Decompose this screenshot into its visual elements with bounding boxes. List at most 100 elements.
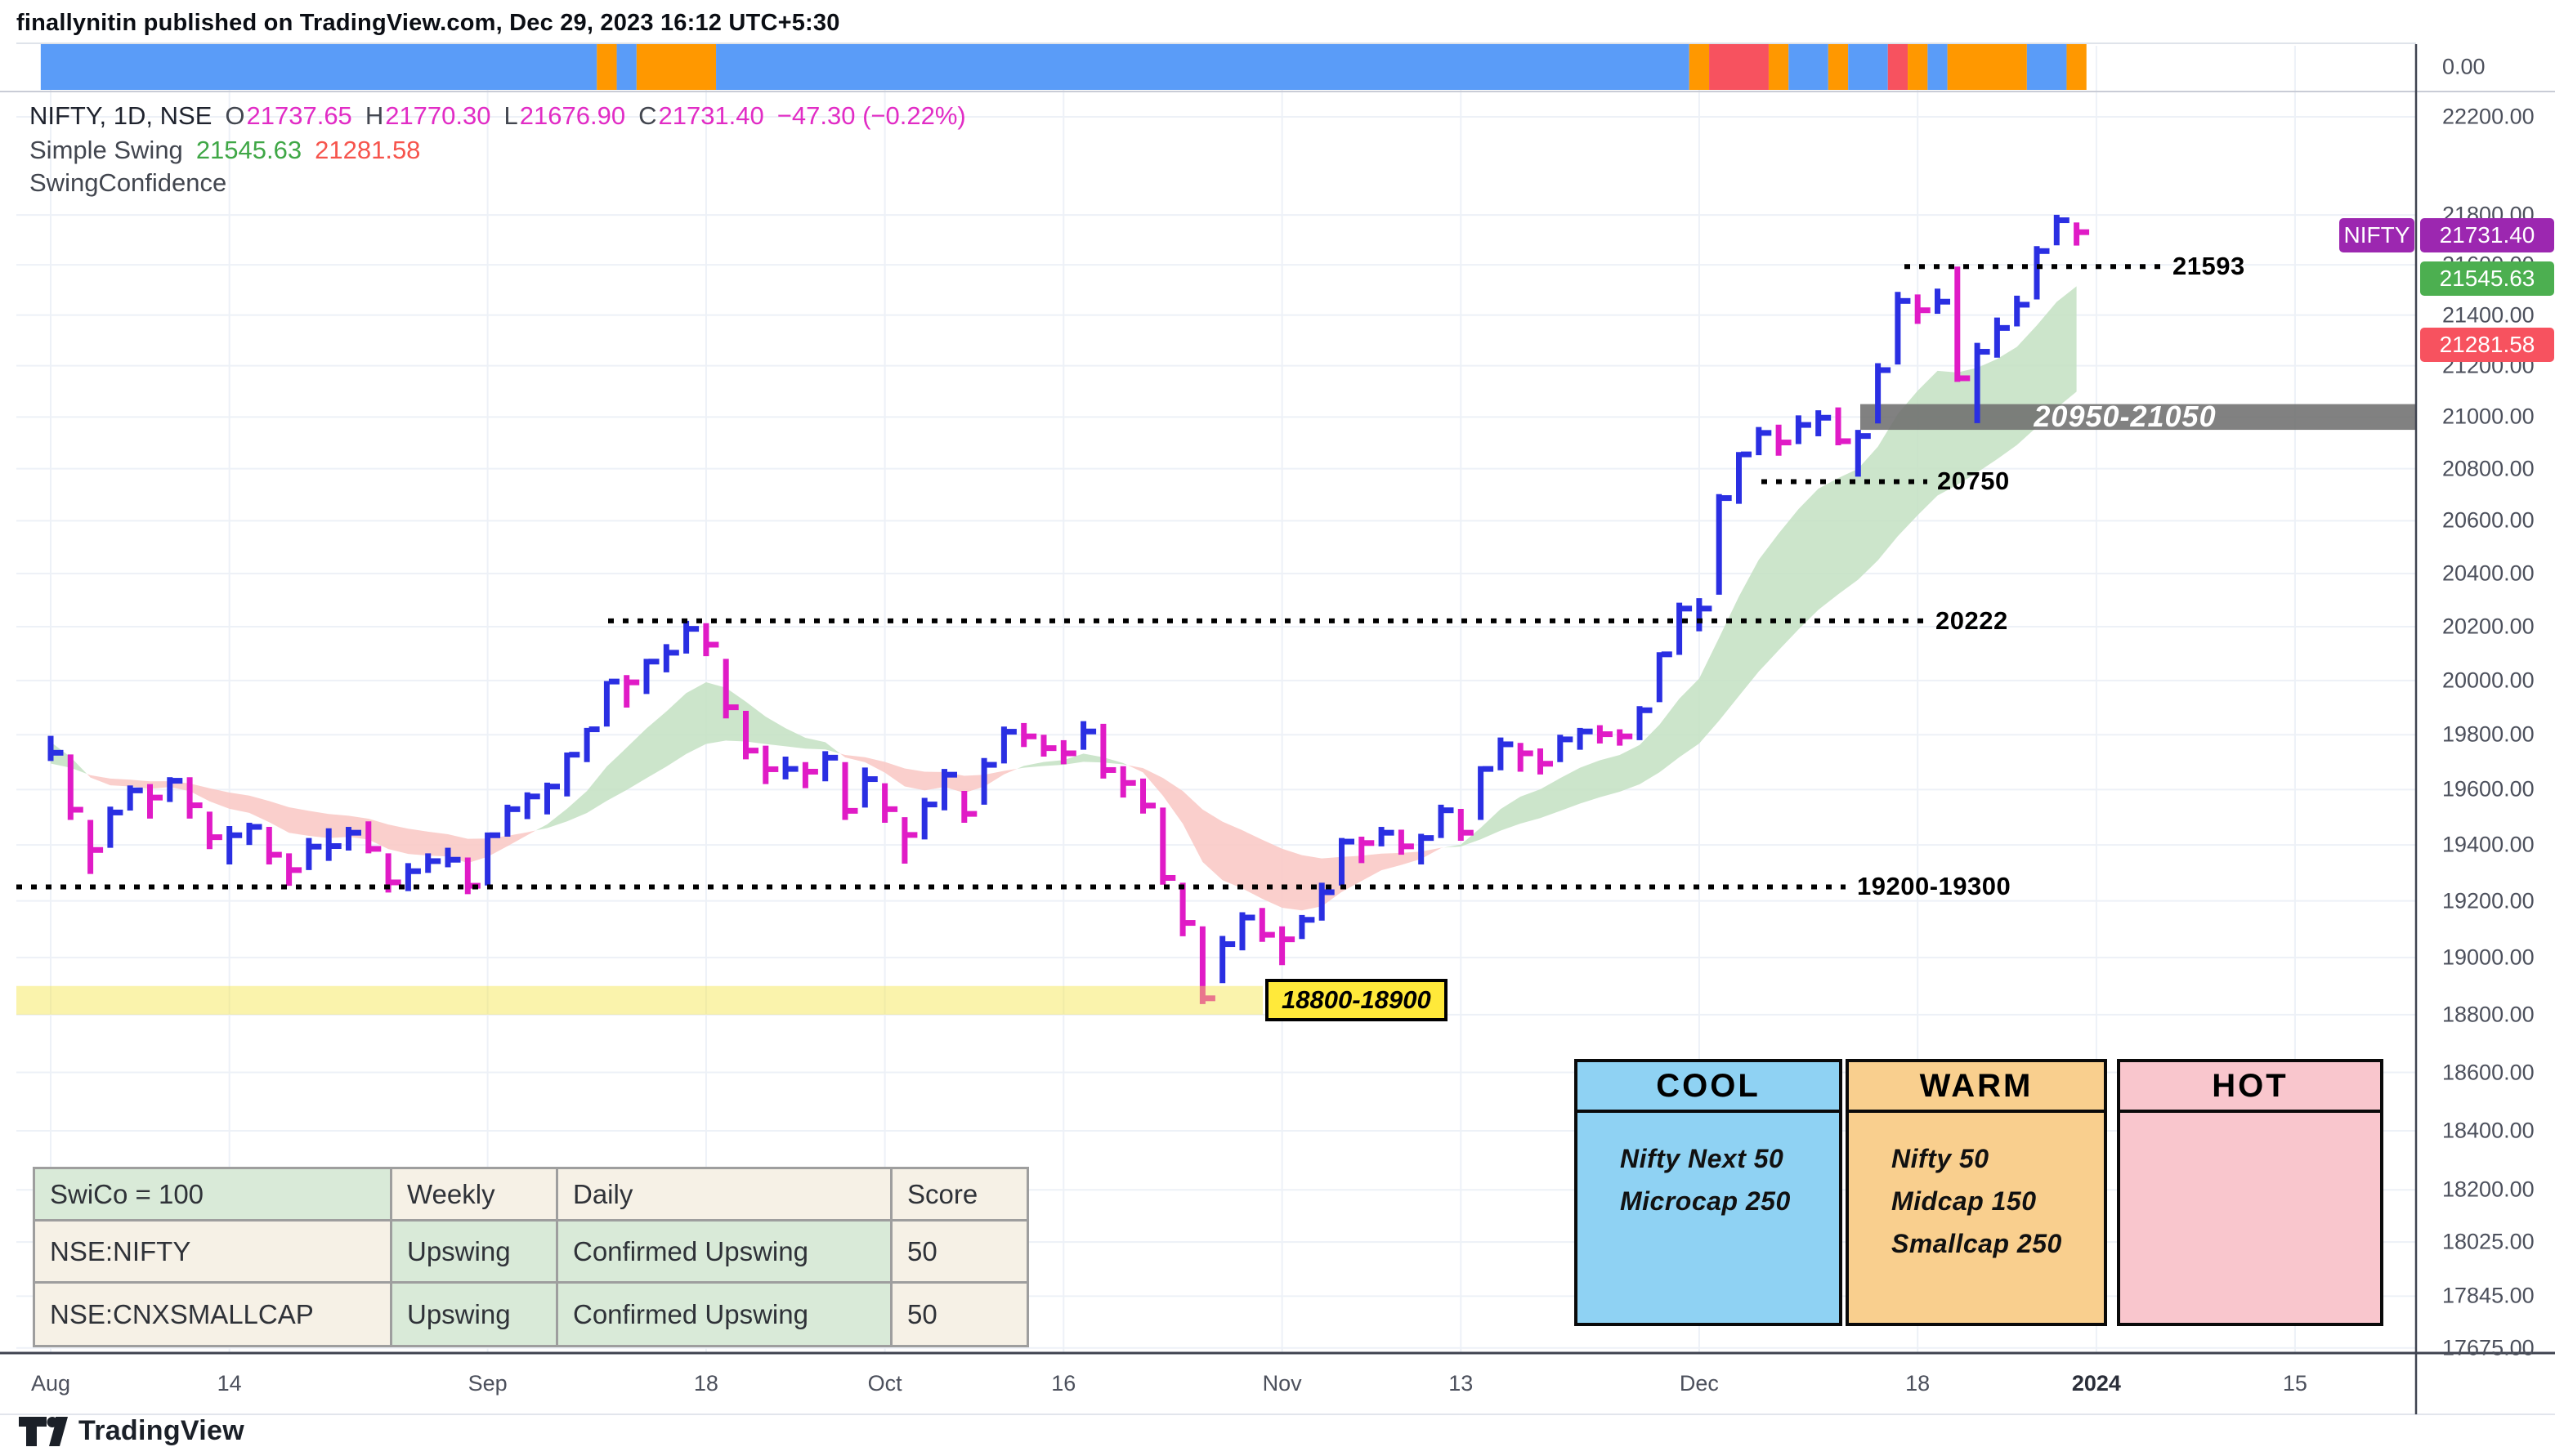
- confidence-strip-segment: [1908, 44, 1928, 90]
- confidence-strip-segment: [1768, 44, 1789, 90]
- price-bar-close-tick: [549, 784, 560, 790]
- time-axis-label: Sep: [468, 1371, 508, 1396]
- level-label-20750[interactable]: 20750: [1937, 467, 2010, 496]
- swing-high-pill: 21545.63: [2420, 261, 2554, 296]
- price-axis-label: 0.00: [2442, 54, 2486, 79]
- price-bar-close-tick: [906, 832, 918, 838]
- swing-table-row: NSE:NIFTY Upswing Confirmed Upswing 50: [33, 1219, 1029, 1284]
- confidence-strip-segment: [716, 44, 1689, 90]
- swing-table-cell: Upswing: [390, 1281, 558, 1347]
- price-bar-close-tick: [1502, 741, 1514, 748]
- price-bar-close-tick: [1323, 889, 1335, 895]
- confidence-strip-segment: [1709, 44, 1769, 90]
- swing-table-cell: Upswing: [390, 1219, 558, 1284]
- price-bar-close-tick: [450, 856, 461, 863]
- swing-table-cell: NSE:NIFTY: [33, 1219, 392, 1284]
- open-value: O 21737.65: [225, 101, 352, 130]
- price-bar-close-tick: [191, 802, 203, 809]
- price-bar-close-tick: [569, 752, 580, 758]
- price-bar-close-tick: [1899, 297, 1911, 304]
- symbol-legend[interactable]: NIFTY, 1D, NSE O 21737.65 H 21770.30 L 2167…: [29, 101, 966, 131]
- price-bar-close-tick: [311, 843, 322, 850]
- support-band-label[interactable]: 18800-18900: [1265, 979, 1448, 1022]
- confidence-strip-segment: [597, 44, 617, 90]
- heat-box-warm[interactable]: WARM Nifty 50 Midcap 150 Smallcap 250: [1846, 1059, 2107, 1326]
- symbol-price-tag: NIFTY: [2339, 218, 2414, 253]
- confidence-strip-segment: [2026, 44, 2067, 90]
- swing-low-value: 21281.58: [315, 136, 421, 164]
- price-bar-close-tick: [1622, 733, 1633, 739]
- price-bar-close-tick: [1165, 874, 1176, 881]
- price-bar-close-tick: [92, 846, 104, 853]
- price-axis-label: 19000.00: [2442, 945, 2535, 970]
- price-axis-label: 18200.00: [2442, 1177, 2535, 1202]
- price-bar-close-tick: [1065, 750, 1076, 757]
- price-bar-close-tick: [1582, 728, 1593, 735]
- price-bar-close-tick: [1661, 651, 1672, 658]
- price-bar-close-tick: [1005, 729, 1017, 735]
- price-bar-close-tick: [172, 778, 183, 784]
- heat-box-cool[interactable]: COOL Nifty Next 50 Microcap 250: [1574, 1059, 1842, 1326]
- price-bar-close-tick: [112, 809, 123, 815]
- price-axis-label: 18400.00: [2442, 1118, 2535, 1143]
- confidence-strip-segment: [1927, 44, 1948, 90]
- swing-ribbon-segment: [535, 681, 840, 831]
- time-axis-label: 18: [693, 1371, 718, 1396]
- confidence-strip-segment: [1848, 44, 1888, 90]
- price-bar-close-tick: [1780, 440, 1792, 446]
- price-axis-label: 19400.00: [2442, 832, 2535, 857]
- resistance-zone-label[interactable]: 20950-21050: [2034, 400, 2217, 434]
- time-axis-label: 18: [1905, 1371, 1931, 1396]
- time-axis-label: 13: [1448, 1371, 1474, 1396]
- indicator-name: Simple Swing: [29, 136, 183, 164]
- price-bar-close-tick: [330, 843, 342, 850]
- resistance-zone: [1860, 404, 2416, 431]
- swing-table-header-cell: Daily: [556, 1167, 893, 1222]
- price-bar-close-tick: [351, 829, 361, 836]
- swing-table-header-cell: Score: [890, 1167, 1029, 1222]
- heat-box-hot[interactable]: HOT: [2117, 1059, 2383, 1326]
- simple-swing-legend[interactable]: Simple Swing 21545.63 21281.58: [29, 136, 420, 165]
- heat-box-warm-items: Nifty 50 Midcap 150 Smallcap 250: [1849, 1113, 2104, 1265]
- price-axis-label: 20800.00: [2442, 456, 2535, 481]
- swing-table-cell: Confirmed Upswing: [556, 1281, 893, 1347]
- swing-ribbon-segment: [1128, 765, 1444, 911]
- price-bar-close-tick: [1344, 838, 1354, 845]
- price-bar-close-tick: [827, 754, 839, 761]
- level-label-19200-19300[interactable]: 19200-19300: [1857, 872, 2011, 901]
- price-bar-close-tick: [2058, 217, 2070, 224]
- heat-box-warm-title: WARM: [1849, 1062, 2104, 1113]
- price-axis-label: 18025.00: [2442, 1229, 2535, 1254]
- price-bar-close-tick: [1244, 914, 1255, 921]
- confidence-strip-segment: [1689, 44, 1710, 90]
- price-bar-close-tick: [1403, 843, 1414, 850]
- price-axis-label: 20200.00: [2442, 614, 2535, 639]
- level-label-20222[interactable]: 20222: [1935, 605, 2008, 635]
- price-bar-close-tick: [648, 659, 660, 665]
- price-bar-close-tick: [1681, 605, 1693, 612]
- level-label-21593[interactable]: 21593: [2172, 252, 2245, 281]
- price-axis-label: 18600.00: [2442, 1060, 2535, 1084]
- swing-table-cell: Confirmed Upswing: [556, 1219, 893, 1284]
- confidence-strip-segment: [1887, 44, 1908, 90]
- time-axis-label: Oct: [867, 1371, 902, 1396]
- price-bar-close-tick: [727, 704, 739, 711]
- price-bar-close-tick: [231, 832, 243, 838]
- price-bar-close-tick: [1383, 829, 1394, 836]
- price-bar-close-tick: [72, 806, 83, 813]
- price-bar-close-tick: [1979, 349, 1990, 355]
- time-axis-label: Aug: [30, 1371, 71, 1396]
- time-axis-label: 14: [217, 1371, 242, 1396]
- price-bar-close-tick: [946, 771, 957, 778]
- tradingview-logo[interactable]: TradingView: [18, 1415, 244, 1447]
- price-bar-close-tick: [1443, 807, 1454, 814]
- price-bar-close-tick: [1720, 495, 1732, 502]
- price-bar-close-tick: [1880, 367, 1891, 373]
- price-bar-close-tick: [629, 679, 640, 686]
- confidence-strip-segment: [636, 44, 717, 90]
- price-axis-label: 19800.00: [2442, 721, 2535, 747]
- swing-confidence-legend[interactable]: SwingConfidence: [29, 168, 226, 198]
- price-bar-close-tick: [1959, 375, 1971, 382]
- heat-box-hot-items: [2120, 1113, 2380, 1137]
